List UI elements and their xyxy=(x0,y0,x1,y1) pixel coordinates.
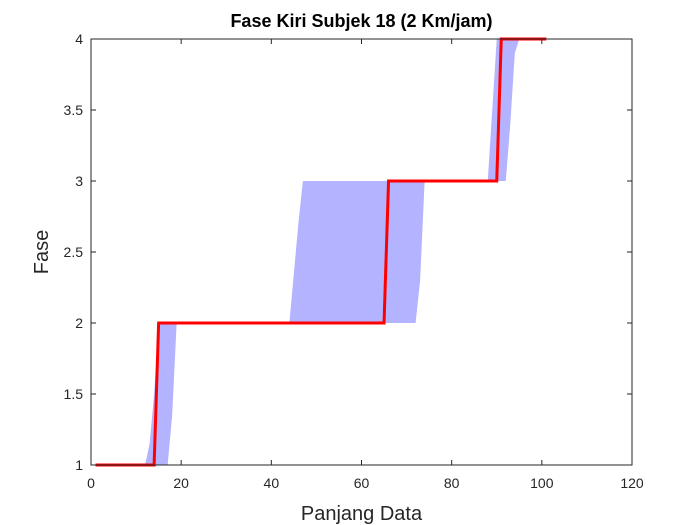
x-tick-label: 0 xyxy=(87,475,95,491)
y-tick-label: 3.5 xyxy=(64,102,84,118)
x-tick-label: 40 xyxy=(264,475,280,491)
y-tick-label: 4 xyxy=(75,31,83,47)
spread-band xyxy=(145,39,547,465)
line-layer xyxy=(95,37,547,467)
x-tick-label: 100 xyxy=(530,475,554,491)
x-tick-label: 20 xyxy=(173,475,189,491)
y-ticks: 1 1.5 2 2.5 3 3.5 4 xyxy=(64,31,632,473)
y-tick-label: 2 xyxy=(75,315,83,331)
phase-line xyxy=(95,37,547,467)
band-layer xyxy=(145,39,547,465)
x-tick-label: 120 xyxy=(620,475,644,491)
chart-title: Fase Kiri Subjek 18 (2 Km/jam) xyxy=(230,11,492,31)
y-axis-label: Fase xyxy=(31,230,53,274)
x-ticks: 0 20 40 60 80 100 120 xyxy=(87,39,644,491)
y-tick-label: 3 xyxy=(75,173,83,189)
y-tick-label: 2.5 xyxy=(64,244,84,260)
x-axis-label: Panjang Data xyxy=(301,503,423,525)
x-tick-label: 80 xyxy=(444,475,460,491)
x-tick-label: 60 xyxy=(354,475,370,491)
y-tick-label: 1 xyxy=(75,457,83,473)
y-tick-label: 1.5 xyxy=(64,386,84,402)
